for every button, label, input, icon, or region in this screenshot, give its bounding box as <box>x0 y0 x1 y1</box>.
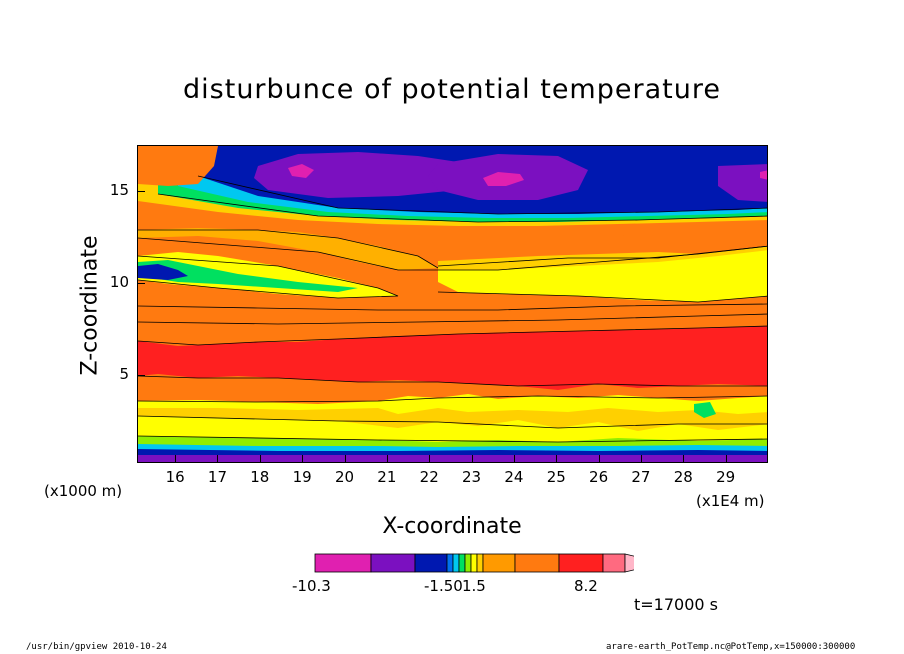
colorbar-label: -1.50 <box>424 577 463 595</box>
band-red-core <box>138 326 767 390</box>
colorbar-swatch <box>602 553 626 573</box>
colorbar-swatch <box>482 553 516 573</box>
x-tick-mark <box>598 455 600 463</box>
x-tick-label: 17 <box>207 468 227 486</box>
x-tick-label: 22 <box>419 468 439 486</box>
band-blue-mid <box>138 264 188 280</box>
contour-lines <box>138 175 767 443</box>
band-cyan-mid <box>138 260 358 292</box>
x-tick-label: 23 <box>462 468 482 486</box>
y-tick-label: 5 <box>119 364 129 383</box>
colorbar-swatch <box>476 553 484 573</box>
x-tick-label: 20 <box>334 468 355 486</box>
colorbar-swatch <box>558 553 604 573</box>
band-orange-mid <box>138 228 438 270</box>
x-tick-mark <box>683 455 685 463</box>
colorbar-swatch <box>464 553 472 573</box>
x-tick-mark <box>386 455 388 463</box>
colorbar-label: -10.3 <box>292 577 331 595</box>
band-upper-purple-edge <box>718 164 767 202</box>
colorbar-swatch <box>470 553 478 573</box>
band-magenta-spot2 <box>483 172 524 186</box>
footer-left: /usr/bin/gpview 2010-10-24 <box>26 642 167 652</box>
colorbar-label: 8.2 <box>574 577 598 595</box>
y-tick-label: 15 <box>109 180 129 199</box>
x-tick-label: 16 <box>165 468 185 486</box>
x-unit-label: (x1E4 m) <box>696 492 765 510</box>
x-tick-label: 18 <box>250 468 270 486</box>
y-tick-label: 10 <box>109 272 129 291</box>
time-label: t=17000 s <box>634 595 718 614</box>
x-tick-mark <box>556 455 558 463</box>
y-tick-mark <box>137 374 145 376</box>
x-tick-label: 26 <box>589 468 609 486</box>
colorbar-arrow <box>624 553 634 573</box>
x-tick-mark <box>429 455 431 463</box>
x-tick-mark <box>217 455 219 463</box>
x-tick-label: 27 <box>631 468 651 486</box>
x-tick-mark <box>344 455 346 463</box>
x-tick-label: 21 <box>377 468 397 486</box>
x-tick-mark <box>513 455 515 463</box>
band-green-patch <box>694 402 716 418</box>
contour-field <box>138 146 767 462</box>
x-tick-label: 28 <box>673 468 693 486</box>
band-magenta-spot3 <box>760 170 767 180</box>
y-unit-label: (x1000 m) <box>44 482 123 500</box>
colorbar-swatch <box>446 553 454 573</box>
x-tick-mark <box>302 455 304 463</box>
x-tick-mark <box>725 455 727 463</box>
band-right-orange <box>618 232 767 254</box>
x-tick-mark <box>259 455 261 463</box>
footer-right: arare-earth_PotTemp.nc@PotTemp,x=150000:… <box>606 642 856 652</box>
band-upper-purple-left <box>254 152 478 198</box>
colorbar-label: 1.5 <box>462 577 486 595</box>
colorbar-swatch <box>514 553 560 573</box>
x-tick-label: 25 <box>546 468 566 486</box>
colorbar <box>314 553 634 573</box>
band-magenta-spot1 <box>288 164 314 178</box>
colorbar-swatch <box>414 553 448 573</box>
x-tick-label: 24 <box>504 468 524 486</box>
colorbar-swatch <box>452 553 460 573</box>
colorbar-swatch <box>370 553 416 573</box>
colorbar-swatch <box>314 553 372 573</box>
x-axis-title: X-coordinate <box>382 514 522 539</box>
y-tick-mark <box>137 282 145 284</box>
band-lightorange-mid <box>438 236 767 270</box>
colorbar-swatch <box>458 553 466 573</box>
band-purple-low <box>138 455 767 462</box>
x-tick-mark <box>640 455 642 463</box>
x-tick-label: 29 <box>716 468 736 486</box>
y-tick-mark <box>137 190 145 192</box>
x-tick-mark <box>175 455 177 463</box>
x-tick-label: 19 <box>292 468 312 486</box>
chart-title: disturbunce of potential temperature <box>183 74 721 105</box>
x-tick-mark <box>471 455 473 463</box>
y-axis-title: Z-coordinate <box>77 235 103 376</box>
plot-area <box>137 145 768 463</box>
